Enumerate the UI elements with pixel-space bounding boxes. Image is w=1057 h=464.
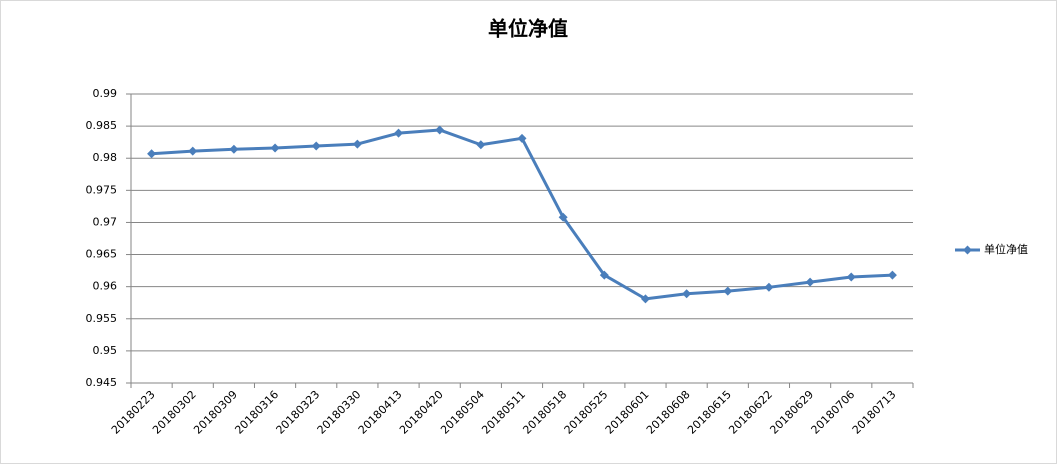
- y-tick-label: 0.99: [93, 87, 118, 100]
- data-point: [682, 289, 692, 299]
- chart-title: 单位净值: [488, 17, 568, 41]
- y-tick-label: 0.985: [86, 119, 118, 132]
- data-point: [887, 270, 897, 280]
- data-point: [805, 277, 815, 287]
- y-tick-label: 0.965: [86, 248, 118, 261]
- y-tick-label: 0.98: [93, 151, 118, 164]
- y-tick-label: 0.975: [86, 183, 118, 196]
- data-point: [394, 128, 404, 138]
- data-point: [558, 212, 568, 222]
- y-tick-label: 0.955: [86, 312, 118, 325]
- data-point: [352, 139, 362, 149]
- legend-label: 单位净值: [984, 242, 1028, 256]
- data-point: [311, 141, 321, 151]
- data-point: [147, 149, 157, 159]
- y-tick-label: 0.97: [93, 215, 118, 228]
- data-point: [188, 146, 198, 156]
- data-point: [476, 140, 486, 150]
- data-point: [764, 282, 774, 292]
- data-point: [640, 294, 650, 304]
- y-tick-label: 0.95: [93, 344, 118, 357]
- data-point: [517, 133, 527, 143]
- y-tick-label: 0.945: [86, 376, 118, 389]
- data-point: [846, 272, 856, 282]
- y-tick-label: 0.96: [93, 280, 118, 293]
- data-point: [270, 143, 280, 153]
- data-point: [435, 125, 445, 135]
- data-point: [229, 144, 239, 154]
- data-point: [723, 286, 733, 296]
- legend-marker: [963, 245, 972, 255]
- data-point: [599, 270, 609, 280]
